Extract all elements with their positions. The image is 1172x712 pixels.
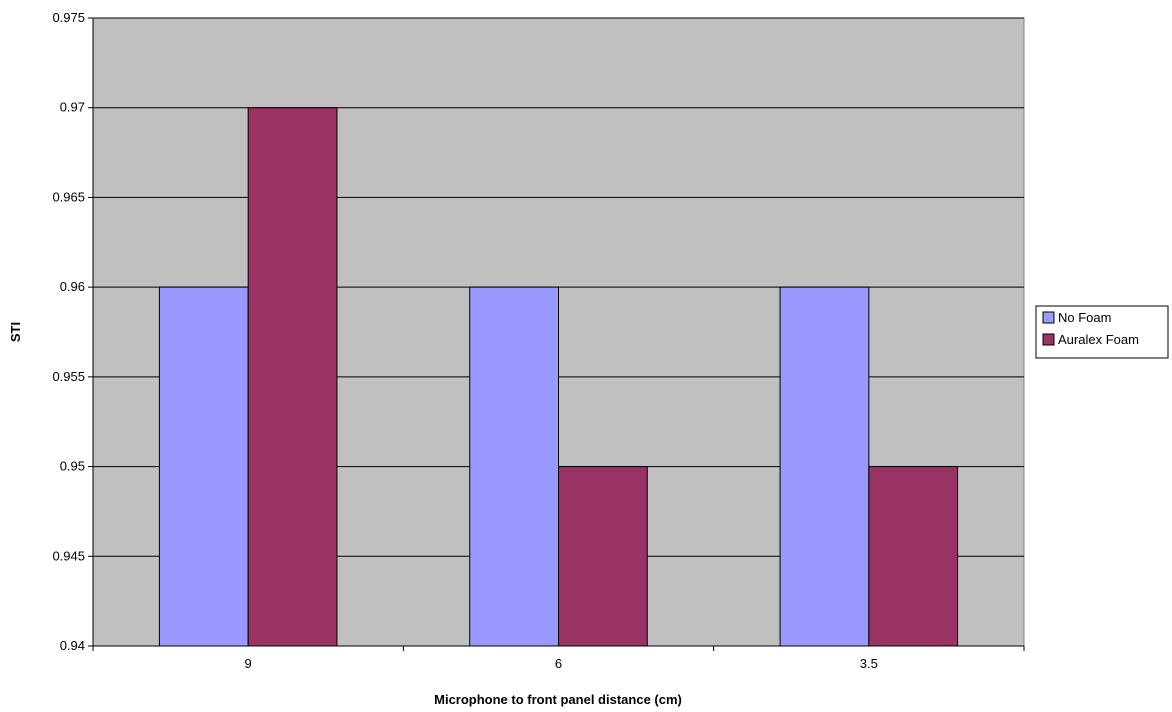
y-tick-label: 0.945 <box>52 548 85 563</box>
x-axis-title: Microphone to front panel distance (cm) <box>434 692 682 707</box>
x-tick-label: 3.5 <box>860 656 878 671</box>
legend-label: Auralex Foam <box>1058 332 1139 347</box>
y-axis-ticks: 0.94 0.945 0.95 0.955 0.96 0.965 0.97 0.975 <box>52 10 93 653</box>
axes <box>92 18 1024 647</box>
y-tick-label: 0.95 <box>60 459 85 474</box>
bar-no-foam-9 <box>158 286 249 647</box>
x-tick-label: 6 <box>555 656 562 671</box>
bar-no-foam-6 <box>469 286 559 647</box>
y-tick-label: 0.96 <box>60 279 85 294</box>
legend-swatch <box>1042 311 1055 324</box>
y-tick-label: 0.965 <box>52 189 85 204</box>
y-tick-label: 0.97 <box>60 100 85 115</box>
y-axis-title: STI <box>8 322 23 342</box>
legend-box <box>1035 305 1169 359</box>
y-tick-label: 0.94 <box>60 638 85 653</box>
bars <box>158 107 959 647</box>
y-tick-label: 0.975 <box>52 10 85 25</box>
bar-auralex-foam-3-5 <box>868 466 959 647</box>
bar-auralex-foam-9 <box>247 107 338 647</box>
y-tick-label: 0.955 <box>52 369 85 384</box>
bar-auralex-foam-6 <box>558 466 648 647</box>
x-tick-label: 9 <box>245 656 252 671</box>
x-axis-ticks: 9 6 3.5 <box>92 646 1025 671</box>
legend: No Foam Auralex Foam <box>1035 305 1169 359</box>
bar-no-foam-3-5 <box>779 286 870 647</box>
legend-label: No Foam <box>1058 310 1111 325</box>
legend-swatch <box>1042 333 1055 346</box>
